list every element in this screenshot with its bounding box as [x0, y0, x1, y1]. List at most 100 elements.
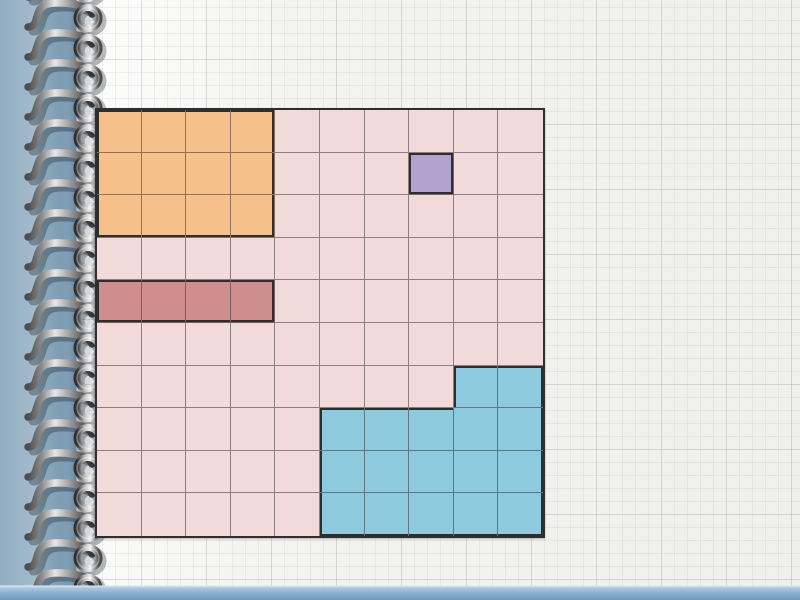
- grid-cell[interactable]: [409, 493, 454, 536]
- grid-cell[interactable]: [275, 152, 320, 196]
- grid-cell[interactable]: [453, 110, 499, 153]
- grid-cell[interactable]: [141, 365, 187, 409]
- grid-cell[interactable]: [97, 322, 142, 366]
- grid-cell[interactable]: [230, 237, 276, 281]
- grid-cell[interactable]: [230, 450, 276, 494]
- grid-cell[interactable]: [186, 322, 231, 366]
- grid-cell[interactable]: [364, 365, 410, 409]
- grid-cell[interactable]: [319, 280, 365, 323]
- grid-cell[interactable]: [364, 110, 410, 153]
- grid-cell[interactable]: [319, 493, 365, 536]
- grid-cell[interactable]: [498, 322, 543, 366]
- grid-cell[interactable]: [230, 365, 276, 409]
- grid-cell[interactable]: [230, 195, 276, 238]
- grid-cell[interactable]: [453, 195, 499, 238]
- grid-cell[interactable]: [275, 450, 320, 494]
- grid-cell[interactable]: [275, 195, 320, 238]
- grid-cell[interactable]: [186, 110, 231, 153]
- grid-cell[interactable]: [141, 450, 187, 494]
- grid-cell[interactable]: [275, 322, 320, 366]
- grid-cell[interactable]: [498, 110, 543, 153]
- grid-cell[interactable]: [364, 152, 410, 196]
- grid-cell[interactable]: [319, 322, 365, 366]
- grid-cell[interactable]: [364, 408, 410, 451]
- grid-cell[interactable]: [453, 408, 499, 451]
- grid-cell[interactable]: [186, 280, 231, 323]
- grid-cell[interactable]: [364, 322, 410, 366]
- grid-cell[interactable]: [141, 280, 187, 323]
- grid-cell[interactable]: [364, 493, 410, 536]
- grid-cell[interactable]: [186, 152, 231, 196]
- grid-cell[interactable]: [186, 195, 231, 238]
- grid-cell[interactable]: [230, 408, 276, 451]
- grid-cell[interactable]: [409, 237, 454, 281]
- grid-cell[interactable]: [319, 195, 365, 238]
- grid-cell[interactable]: [409, 322, 454, 366]
- grid-cell[interactable]: [141, 195, 187, 238]
- grid-cell[interactable]: [230, 152, 276, 196]
- grid-cell[interactable]: [275, 110, 320, 153]
- grid-cell[interactable]: [498, 493, 543, 536]
- grid-cell[interactable]: [97, 408, 142, 451]
- grid-cell[interactable]: [498, 365, 543, 409]
- grid-cell[interactable]: [364, 280, 410, 323]
- grid-cell[interactable]: [141, 110, 187, 153]
- grid-cell[interactable]: [141, 408, 187, 451]
- grid-cell[interactable]: [498, 152, 543, 196]
- grid-cell[interactable]: [230, 493, 276, 536]
- grid-cell[interactable]: [275, 493, 320, 536]
- grid-cell[interactable]: [319, 152, 365, 196]
- grid-cell[interactable]: [319, 110, 365, 153]
- grid-cell[interactable]: [409, 195, 454, 238]
- grid-cell[interactable]: [409, 110, 454, 153]
- grid-cell[interactable]: [498, 280, 543, 323]
- grid-cell[interactable]: [186, 450, 231, 494]
- grid-cell[interactable]: [141, 322, 187, 366]
- grid-cell[interactable]: [409, 408, 454, 451]
- grid-cell[interactable]: [319, 408, 365, 451]
- grid-cell[interactable]: [409, 450, 454, 494]
- grid-cell[interactable]: [498, 237, 543, 281]
- grid-cell[interactable]: [141, 493, 187, 536]
- grid-cell[interactable]: [186, 408, 231, 451]
- grid-cell[interactable]: [141, 237, 187, 281]
- grid-cell[interactable]: [319, 450, 365, 494]
- grid-cell[interactable]: [97, 237, 142, 281]
- puzzle-grid[interactable]: [95, 108, 545, 538]
- grid-cell[interactable]: [453, 152, 499, 196]
- grid-cell[interactable]: [409, 152, 454, 196]
- grid-cell[interactable]: [97, 195, 142, 238]
- grid-cell[interactable]: [319, 365, 365, 409]
- grid-cell[interactable]: [275, 237, 320, 281]
- grid-cell[interactable]: [230, 280, 276, 323]
- grid-cell[interactable]: [364, 195, 410, 238]
- grid-cell[interactable]: [453, 280, 499, 323]
- grid-cell[interactable]: [498, 195, 543, 238]
- grid-cell[interactable]: [498, 450, 543, 494]
- grid-cell[interactable]: [409, 280, 454, 323]
- grid-cell[interactable]: [453, 450, 499, 494]
- grid-cell[interactable]: [409, 365, 454, 409]
- grid-cell[interactable]: [498, 408, 543, 451]
- grid-cell[interactable]: [186, 493, 231, 536]
- grid-cell[interactable]: [275, 408, 320, 451]
- grid-cell[interactable]: [97, 365, 142, 409]
- grid-cell[interactable]: [230, 322, 276, 366]
- grid-cell[interactable]: [97, 493, 142, 536]
- grid-cell[interactable]: [97, 110, 142, 153]
- grid-cell[interactable]: [319, 237, 365, 281]
- grid-cell[interactable]: [186, 365, 231, 409]
- grid-cell[interactable]: [453, 493, 499, 536]
- grid-cell[interactable]: [453, 365, 499, 409]
- grid-cell[interactable]: [453, 237, 499, 281]
- grid-cell[interactable]: [186, 237, 231, 281]
- grid-cell[interactable]: [230, 110, 276, 153]
- grid-cell[interactable]: [275, 280, 320, 323]
- grid-cell[interactable]: [97, 152, 142, 196]
- grid-cell[interactable]: [364, 237, 410, 281]
- grid-cell[interactable]: [97, 280, 142, 323]
- grid-cell[interactable]: [141, 152, 187, 196]
- grid-cell[interactable]: [364, 450, 410, 494]
- grid-cell[interactable]: [275, 365, 320, 409]
- grid-cell[interactable]: [97, 450, 142, 494]
